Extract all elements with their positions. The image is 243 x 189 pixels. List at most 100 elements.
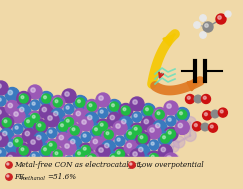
Circle shape: [14, 149, 26, 160]
Circle shape: [0, 150, 1, 153]
Circle shape: [157, 164, 160, 167]
Circle shape: [162, 169, 174, 180]
Circle shape: [0, 98, 1, 101]
Circle shape: [82, 170, 94, 181]
Circle shape: [19, 94, 28, 103]
Circle shape: [66, 171, 69, 174]
Circle shape: [21, 148, 24, 151]
Circle shape: [133, 100, 137, 104]
Circle shape: [113, 147, 127, 161]
Circle shape: [144, 171, 148, 176]
Circle shape: [149, 153, 158, 163]
Circle shape: [153, 173, 167, 187]
Circle shape: [0, 159, 8, 173]
Circle shape: [0, 115, 14, 129]
Circle shape: [0, 162, 4, 174]
Circle shape: [83, 147, 86, 150]
Circle shape: [129, 132, 131, 135]
Circle shape: [130, 175, 144, 189]
Circle shape: [48, 166, 60, 177]
Circle shape: [139, 134, 143, 139]
Circle shape: [8, 90, 13, 95]
Circle shape: [65, 144, 69, 148]
Circle shape: [55, 100, 58, 103]
Circle shape: [156, 134, 168, 146]
Circle shape: [47, 142, 57, 150]
Circle shape: [25, 118, 30, 123]
Circle shape: [31, 166, 40, 174]
Circle shape: [194, 95, 202, 103]
Circle shape: [157, 112, 160, 115]
Circle shape: [161, 147, 165, 152]
Circle shape: [0, 107, 8, 121]
Circle shape: [64, 104, 74, 114]
Circle shape: [173, 110, 185, 122]
Circle shape: [37, 172, 49, 184]
Circle shape: [122, 171, 126, 176]
Circle shape: [2, 131, 7, 136]
Circle shape: [25, 118, 34, 127]
Circle shape: [88, 126, 100, 138]
Circle shape: [64, 118, 73, 126]
Circle shape: [53, 150, 62, 159]
Circle shape: [153, 121, 167, 135]
Circle shape: [146, 160, 148, 163]
Circle shape: [90, 136, 104, 150]
Circle shape: [78, 100, 80, 103]
Circle shape: [100, 175, 103, 178]
Circle shape: [45, 139, 59, 153]
Circle shape: [150, 128, 154, 132]
Circle shape: [14, 138, 23, 146]
Circle shape: [156, 162, 160, 167]
Circle shape: [0, 133, 8, 147]
Circle shape: [173, 188, 185, 189]
Circle shape: [110, 154, 119, 163]
Circle shape: [32, 115, 35, 118]
Circle shape: [150, 125, 162, 137]
Circle shape: [151, 142, 154, 145]
Circle shape: [68, 123, 82, 138]
Circle shape: [150, 154, 154, 158]
Circle shape: [151, 155, 154, 158]
Circle shape: [26, 120, 29, 123]
Circle shape: [167, 141, 179, 153]
Circle shape: [54, 174, 66, 186]
Circle shape: [122, 130, 134, 142]
Circle shape: [36, 122, 41, 127]
Circle shape: [167, 182, 171, 186]
Circle shape: [51, 108, 65, 122]
Circle shape: [70, 139, 75, 144]
Circle shape: [87, 154, 96, 163]
Circle shape: [81, 146, 90, 154]
Circle shape: [66, 106, 69, 109]
Circle shape: [59, 122, 68, 131]
Circle shape: [155, 110, 164, 119]
Circle shape: [116, 174, 128, 185]
Circle shape: [37, 120, 49, 132]
Circle shape: [107, 112, 121, 126]
Circle shape: [31, 177, 43, 188]
Circle shape: [30, 152, 40, 162]
Circle shape: [136, 145, 150, 159]
Circle shape: [36, 135, 41, 140]
Circle shape: [39, 143, 53, 157]
Circle shape: [153, 160, 167, 174]
Circle shape: [72, 128, 75, 131]
Circle shape: [7, 175, 9, 177]
Circle shape: [85, 99, 99, 114]
Circle shape: [104, 130, 113, 139]
Circle shape: [83, 134, 86, 137]
Circle shape: [166, 129, 175, 139]
Circle shape: [201, 123, 209, 131]
Circle shape: [59, 135, 63, 140]
Circle shape: [144, 106, 148, 111]
Circle shape: [128, 177, 140, 189]
Circle shape: [60, 118, 72, 129]
Circle shape: [216, 14, 226, 24]
Circle shape: [81, 132, 91, 142]
Circle shape: [11, 135, 25, 149]
Circle shape: [178, 110, 187, 119]
Circle shape: [85, 112, 99, 126]
Circle shape: [173, 136, 185, 148]
Circle shape: [138, 134, 147, 143]
